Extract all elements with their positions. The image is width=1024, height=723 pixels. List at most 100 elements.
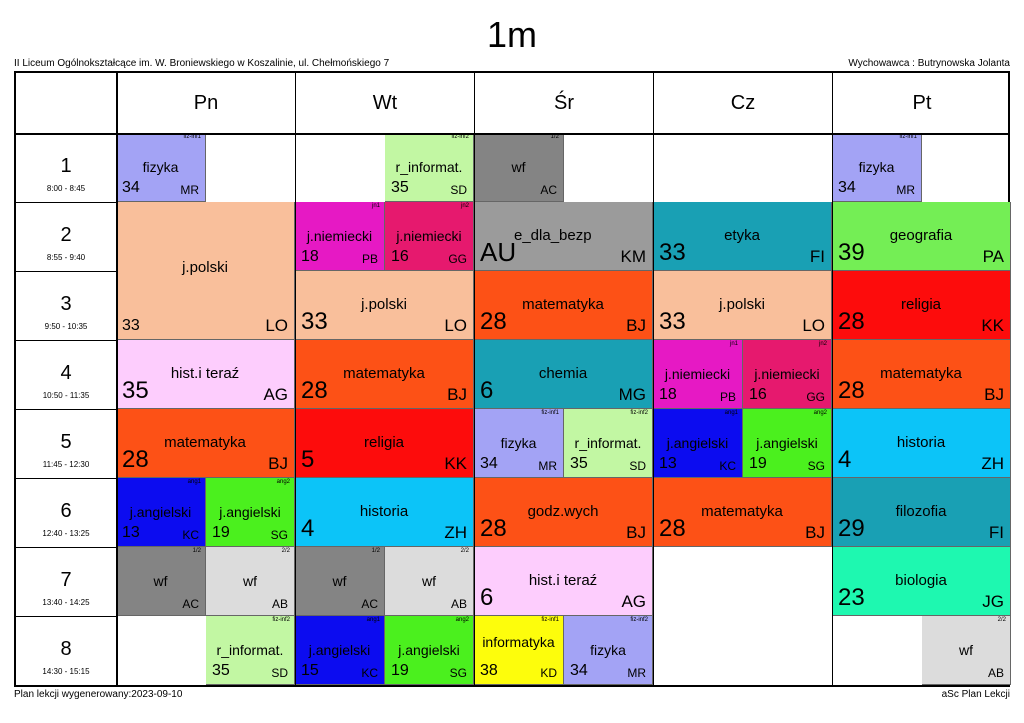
lesson-cell[interactable]: matematyka 28 BJ xyxy=(653,478,832,547)
lesson-cell[interactable]: matematyka 28 BJ xyxy=(295,340,474,409)
lesson-cell[interactable]: r_informat. 35 SD fiz-inf2 xyxy=(385,133,474,202)
lesson-cell[interactable]: matematyka 28 BJ xyxy=(832,340,1011,409)
lesson-cell[interactable]: godz.wych 28 BJ xyxy=(474,478,653,547)
lesson-cell[interactable]: e_dla_bezp AU KM xyxy=(474,202,653,271)
lesson-subject: j.angielski xyxy=(219,504,281,520)
lesson-subject: j.angielski xyxy=(308,642,371,658)
day-divider xyxy=(474,73,475,685)
lesson-subject: matematyka xyxy=(880,365,962,382)
lesson-group: fiz-inf2 xyxy=(630,410,648,416)
period-time: 8:00 - 8:45 xyxy=(46,184,86,193)
period-label: 6 12:40 - 13:25 xyxy=(16,478,116,547)
lesson-room: 33 xyxy=(122,317,140,334)
lesson-subject: wf xyxy=(153,573,168,589)
lesson-subject: r_informat. xyxy=(574,435,642,451)
lesson-room: 35 xyxy=(570,455,588,472)
lesson-teacher: JG xyxy=(982,592,1004,611)
lesson-cell[interactable]: fizyka 34 MR fiz-inf1 xyxy=(832,133,922,202)
lesson-cell[interactable]: wf AC 1/2 xyxy=(116,547,206,616)
lesson-cell[interactable]: religia 5 KK xyxy=(295,409,474,478)
lesson-cell[interactable]: r_informat. 35 SD fiz-inf2 xyxy=(564,409,653,478)
lesson-room: 29 xyxy=(838,515,865,542)
lesson-teacher: SG xyxy=(807,459,825,473)
lesson-teacher: BJ xyxy=(268,454,288,473)
lesson-cell[interactable]: j.polski 33 LO xyxy=(295,271,474,340)
lesson-cell[interactable]: j.polski 33 LO xyxy=(116,202,295,340)
lesson-cell[interactable]: j.angielski 19 SG ang2 xyxy=(743,409,832,478)
period-time: 11:45 - 12:30 xyxy=(42,460,90,469)
lesson-subject: j.niemiecki xyxy=(664,366,731,382)
lesson-cell[interactable]: informatyka 38 KD fiz-inf1 xyxy=(474,616,564,685)
lesson-teacher: BJ xyxy=(805,523,825,542)
lesson-teacher: KM xyxy=(620,247,647,266)
lesson-cell[interactable]: etyka 33 FI xyxy=(653,202,832,271)
lesson-cell[interactable]: hist.i teraź 35 AG xyxy=(116,340,295,409)
header-divider xyxy=(16,133,1008,135)
lesson-cell[interactable]: filozofia 29 FI xyxy=(832,478,1011,547)
lesson-cell[interactable]: matematyka 28 BJ xyxy=(116,409,295,478)
period-time: 8:55 - 9:40 xyxy=(46,253,86,262)
day-header: Śr xyxy=(474,73,653,133)
lesson-room: 33 xyxy=(301,308,328,335)
lesson-cell[interactable]: historia 4 ZH xyxy=(832,409,1011,478)
lesson-cell[interactable]: j.niemiecki 16 GG jn2 xyxy=(743,340,832,409)
lesson-subject: wf xyxy=(511,159,526,175)
lesson-cell[interactable]: j.niemiecki 18 PB jn1 xyxy=(653,340,743,409)
lesson-cell[interactable]: geografia 39 PA xyxy=(832,202,1011,271)
lesson-teacher: KK xyxy=(444,454,467,473)
lesson-cell[interactable]: j.angielski 13 KC ang1 xyxy=(653,409,743,478)
lesson-cell[interactable]: j.niemiecki 16 GG jn2 xyxy=(385,202,474,271)
lesson-teacher: KD xyxy=(540,666,557,680)
lesson-group: fiz-inf2 xyxy=(630,617,648,623)
lesson-room: 4 xyxy=(301,515,315,542)
lesson-cell[interactable]: wf AC 1/2 xyxy=(295,547,385,616)
lesson-subject: biologia xyxy=(895,572,947,589)
lesson-subject: fizyka xyxy=(858,159,895,175)
lesson-cell[interactable]: fizyka 34 MR fiz-inf1 xyxy=(116,133,206,202)
lesson-room: 28 xyxy=(480,308,507,335)
lesson-group: fiz-inf2 xyxy=(272,617,290,623)
lesson-room: 6 xyxy=(480,377,494,404)
lesson-subject: historia xyxy=(359,503,409,520)
lesson-cell[interactable]: fizyka 34 MR fiz-inf2 xyxy=(564,616,653,685)
lesson-group: 2/2 xyxy=(281,548,290,554)
lesson-cell[interactable]: matematyka 28 BJ xyxy=(474,271,653,340)
lesson-cell[interactable]: biologia 23 JG xyxy=(832,547,1011,616)
period-number: 1 xyxy=(60,155,72,177)
period-label: 2 8:55 - 9:40 xyxy=(16,202,116,271)
lesson-cell[interactable]: wf AB 2/2 xyxy=(206,547,295,616)
lesson-room: 6 xyxy=(480,584,494,611)
lesson-teacher: BJ xyxy=(447,385,467,404)
lesson-cell[interactable]: j.angielski 19 SG ang2 xyxy=(206,478,295,547)
period-time: 13:40 - 14:25 xyxy=(42,598,90,607)
lesson-cell[interactable]: fizyka 34 MR fiz-inf1 xyxy=(474,409,564,478)
period-number: 6 xyxy=(60,500,72,522)
lesson-cell[interactable]: chemia 6 MG xyxy=(474,340,653,409)
lesson-cell[interactable]: j.angielski 19 SG ang2 xyxy=(385,616,474,685)
lesson-cell[interactable]: j.polski 33 LO xyxy=(653,271,832,340)
period-label: 8 14:30 - 15:15 xyxy=(16,616,116,685)
lesson-cell[interactable]: j.niemiecki 18 PB jn1 xyxy=(295,202,385,271)
lesson-cell[interactable]: wf AB 2/2 xyxy=(922,616,1011,685)
lesson-cell[interactable]: j.angielski 13 KC ang1 xyxy=(116,478,206,547)
lesson-group: ang1 xyxy=(366,617,380,623)
lesson-cell[interactable]: wf AB 2/2 xyxy=(385,547,474,616)
lesson-cell[interactable]: j.angielski 15 KC ang1 xyxy=(295,616,385,685)
lesson-cell[interactable]: religia 28 KK xyxy=(832,271,1011,340)
lesson-subject: geografia xyxy=(889,227,953,244)
lesson-group: fiz-inf1 xyxy=(541,617,559,623)
lesson-group: jn1 xyxy=(729,341,738,347)
lesson-subject: filozofia xyxy=(895,503,947,520)
lesson-cell[interactable]: hist.i teraź 6 AG xyxy=(474,547,653,616)
lesson-subject: etyka xyxy=(724,227,760,244)
lesson-cell[interactable]: wf AC 1/2 xyxy=(474,133,564,202)
lesson-room: 28 xyxy=(838,308,865,335)
period-label: 4 10:50 - 11:35 xyxy=(16,340,116,409)
lesson-cell[interactable]: historia 4 ZH xyxy=(295,478,474,547)
lesson-teacher: MR xyxy=(627,666,646,680)
lesson-teacher: MR xyxy=(180,183,199,197)
lesson-cell[interactable]: r_informat. 35 SD fiz-inf2 xyxy=(206,616,295,685)
lesson-subject: religia xyxy=(900,296,942,313)
class-teacher: Wychowawca : Butrynowska Jolanta xyxy=(848,58,1010,69)
period-time: 9:50 - 10:35 xyxy=(44,322,88,331)
